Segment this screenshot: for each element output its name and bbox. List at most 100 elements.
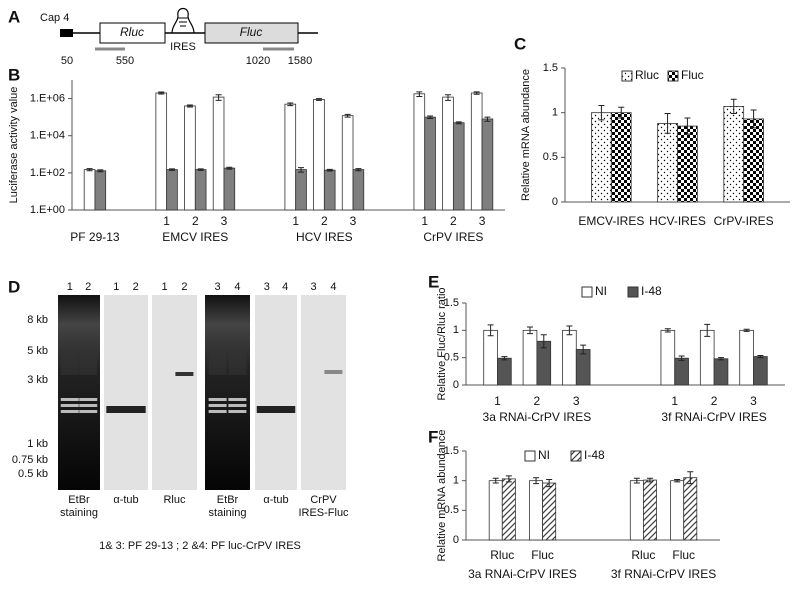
y-tick-label: 1 (453, 475, 459, 487)
group-label: 3a RNAi-CrPV IRES (468, 567, 577, 581)
bar (497, 357, 512, 386)
ires-label: IRES (170, 41, 196, 53)
gel-band (125, 406, 146, 413)
gel-label: EtBr (217, 494, 239, 506)
probe-label: 1020 (246, 55, 270, 67)
bar (83, 169, 96, 211)
x-tick-label: 1 (421, 214, 428, 228)
lane-number: 3 (311, 281, 317, 293)
gel-band (175, 372, 194, 376)
y-axis-label: Relative Fluc/Rluc ratio (436, 287, 448, 400)
error-bar (169, 168, 176, 171)
gel-band (106, 406, 127, 413)
bar (670, 480, 685, 541)
gel-band (228, 404, 247, 407)
gel-band (208, 350, 227, 375)
x-tick-label: 1 (671, 394, 678, 408)
cap-label: Cap 4 (40, 12, 69, 24)
y-axis-label: Luciferase activity value (8, 87, 20, 204)
bar (488, 480, 503, 541)
bar (323, 169, 336, 211)
gel-band (79, 410, 98, 413)
y-tick-label: 1.E+04 (30, 130, 65, 142)
error-bar (718, 357, 725, 361)
bar (723, 106, 745, 203)
x-tick-label: Fluc (672, 548, 695, 562)
gel-label: staining (209, 507, 247, 519)
legend-swatch (627, 286, 639, 298)
gel-label: CrPV (310, 494, 337, 506)
lane-number: 1 (162, 281, 168, 293)
error-bar (226, 166, 233, 170)
bar (184, 105, 196, 211)
y-tick-label: 1 (453, 324, 459, 336)
y-tick-label: 1 (552, 107, 558, 119)
bar (352, 169, 365, 211)
bar (452, 122, 465, 211)
bar (610, 112, 632, 203)
error-bar (473, 91, 480, 95)
lane-number: 3 (264, 281, 270, 293)
bar (713, 358, 729, 386)
bar (212, 96, 225, 211)
x-tick-label: EMCV-IRES (578, 214, 644, 228)
error-bar (618, 106, 625, 119)
error-bar (743, 328, 750, 332)
error-bar (646, 477, 653, 483)
bar (413, 93, 426, 211)
error-bar (97, 169, 104, 173)
group-label: CrPV IRES (423, 230, 483, 244)
error-bar (566, 325, 573, 336)
error-bar (487, 324, 494, 337)
bar (642, 479, 657, 541)
legend-label: NI (595, 284, 607, 298)
group-label: PF 29-13 (70, 230, 120, 244)
y-tick-label: 0 (453, 534, 459, 546)
size-marker: 8 kb (27, 314, 48, 326)
error-bar (684, 117, 691, 135)
error-bar (546, 478, 553, 488)
error-bar (687, 471, 694, 485)
gel-lane-panel (104, 295, 148, 490)
legend-swatch (667, 70, 679, 82)
x-tick-label: Rluc (631, 548, 655, 562)
gel-band (208, 398, 227, 401)
y-tick-label: 1.5 (444, 297, 459, 309)
bar (677, 125, 698, 203)
gel-band (324, 370, 343, 374)
x-tick-label: 2 (711, 394, 718, 408)
lane-number: 4 (282, 281, 288, 293)
bar (313, 99, 325, 211)
y-tick-label: 1.5 (444, 445, 459, 457)
x-tick-label: 2 (450, 214, 457, 228)
panel-letter: F (428, 427, 438, 446)
error-bar (315, 98, 322, 101)
x-tick-label: Fluc (531, 548, 554, 562)
probe-label: 1580 (288, 55, 312, 67)
bar (341, 115, 354, 211)
gel-band (256, 406, 277, 413)
bar (522, 329, 538, 386)
rluc-label: Rluc (120, 25, 144, 39)
y-tick-label: 1.E+00 (30, 204, 65, 216)
gel-band (228, 350, 247, 375)
error-bar (197, 168, 204, 171)
bar (295, 169, 307, 211)
bar (591, 112, 612, 203)
bar (753, 356, 768, 386)
fluc-label: Fluc (240, 25, 263, 39)
y-tick-label: 0 (552, 196, 558, 208)
error-bar (416, 91, 423, 97)
panel-letter: B (8, 65, 20, 84)
group-label: 3f RNAi-CrPV IRES (611, 567, 716, 581)
x-tick-label: 3 (479, 214, 486, 228)
error-bar (355, 168, 362, 172)
legend-label: Rluc (635, 68, 659, 82)
gel-band (79, 404, 98, 407)
gel-lane-panel (301, 295, 346, 490)
error-bar (540, 334, 547, 349)
gel-band (275, 406, 296, 413)
gel-lane-panel (58, 295, 100, 490)
error-bar (678, 355, 685, 361)
